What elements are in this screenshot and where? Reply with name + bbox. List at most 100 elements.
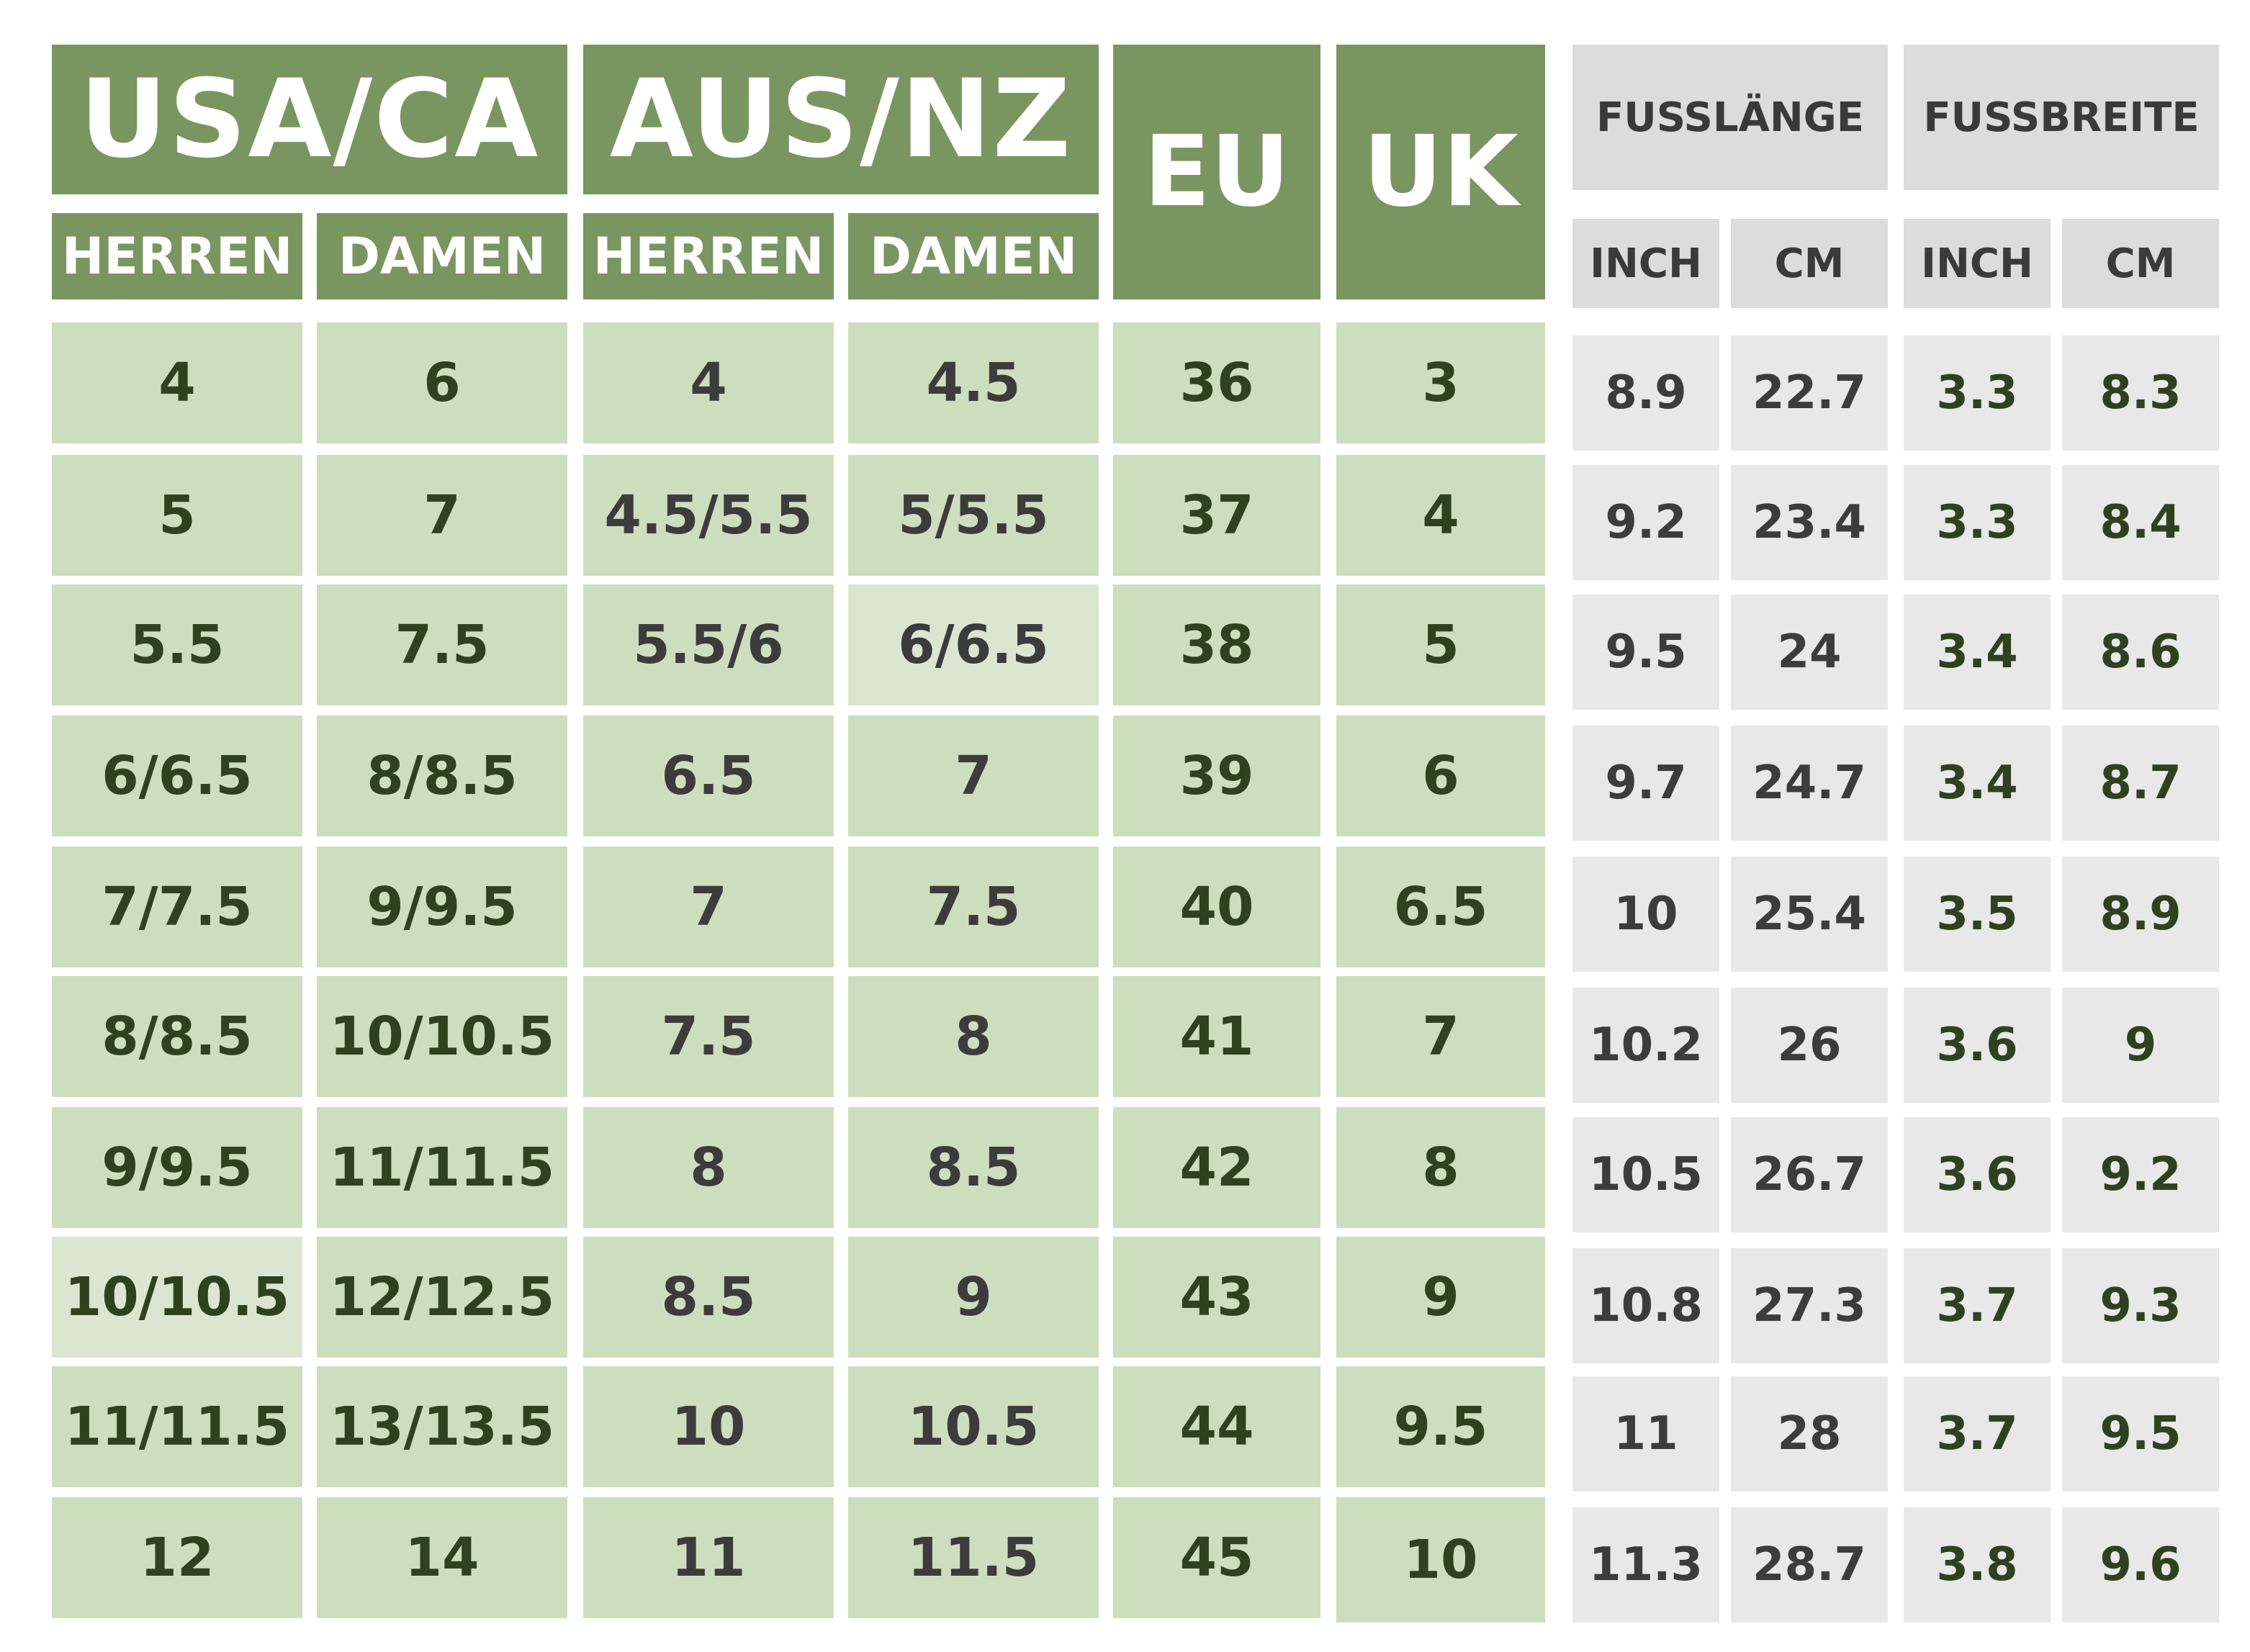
header-usa-damen: DAMEN [317, 213, 567, 299]
cell-eu: 43 [1113, 1237, 1320, 1358]
cell-aus-damen: 6/6.5 [848, 584, 1099, 705]
cell-length-cm: 26 [1731, 988, 1888, 1103]
cell-length-cm: 28 [1731, 1376, 1888, 1491]
cell-width-cm: 9 [2062, 988, 2219, 1103]
cell-width-inch: 3.8 [1904, 1507, 2051, 1622]
cell-usa-herren: 5.5 [52, 584, 302, 705]
cell-aus-herren: 10 [583, 1366, 834, 1487]
cell-width-cm: 9.3 [2062, 1248, 2219, 1363]
cell-eu: 39 [1113, 716, 1320, 836]
cell-usa-herren: 10/10.5 [52, 1237, 302, 1358]
cell-aus-herren: 11 [583, 1497, 834, 1618]
cell-aus-damen: 9 [848, 1237, 1099, 1358]
cell-width-inch: 3.3 [1904, 465, 2051, 580]
cell-aus-damen: 7 [848, 716, 1099, 836]
cell-width-cm: 8.6 [2062, 595, 2219, 710]
cell-width-cm: 9.2 [2062, 1117, 2219, 1232]
header-fusslaenge: FUSSLÄNGE [1572, 45, 1888, 190]
cell-usa-damen: 10/10.5 [317, 976, 567, 1097]
cell-usa-herren: 4 [52, 322, 302, 443]
cell-usa-damen: 13/13.5 [317, 1366, 567, 1487]
cell-length-inch: 8.9 [1572, 335, 1719, 451]
cell-uk: 6.5 [1336, 847, 1545, 967]
cell-uk: 10 [1336, 1497, 1545, 1622]
cell-width-inch: 3.6 [1904, 1117, 2051, 1232]
header-length-inch: INCH [1572, 219, 1719, 308]
header-usa-ca: USA/CA [52, 45, 567, 194]
cell-usa-herren: 12 [52, 1497, 302, 1618]
cell-aus-damen: 7.5 [848, 847, 1099, 967]
cell-aus-herren: 4.5/5.5 [583, 455, 834, 576]
cell-usa-herren: 5 [52, 455, 302, 576]
cell-length-cm: 28.7 [1731, 1507, 1888, 1622]
cell-eu: 40 [1113, 847, 1320, 967]
cell-aus-herren: 8.5 [583, 1237, 834, 1358]
cell-width-inch: 3.4 [1904, 726, 2051, 841]
cell-uk: 3 [1336, 322, 1545, 443]
cell-length-inch: 10 [1572, 857, 1719, 972]
header-width-inch: INCH [1904, 219, 2051, 308]
cell-width-inch: 3.3 [1904, 335, 2051, 451]
cell-width-cm: 8.4 [2062, 465, 2219, 580]
cell-length-cm: 24.7 [1731, 726, 1888, 841]
cell-aus-herren: 5.5/6 [583, 584, 834, 705]
cell-usa-herren: 6/6.5 [52, 716, 302, 836]
cell-usa-damen: 9/9.5 [317, 847, 567, 967]
header-length-cm: CM [1731, 219, 1888, 308]
cell-aus-herren: 8 [583, 1107, 834, 1228]
cell-aus-damen: 8 [848, 976, 1099, 1097]
header-aus-nz: AUS/NZ [583, 45, 1099, 194]
cell-length-inch: 11.3 [1572, 1507, 1719, 1622]
cell-eu: 36 [1113, 322, 1320, 443]
cell-eu: 38 [1113, 584, 1320, 705]
cell-width-cm: 9.6 [2062, 1507, 2219, 1622]
cell-length-cm: 24 [1731, 595, 1888, 710]
header-usa-herren: HERREN [52, 213, 302, 299]
cell-eu: 42 [1113, 1107, 1320, 1228]
cell-width-inch: 3.4 [1904, 595, 2051, 710]
cell-width-cm: 8.9 [2062, 857, 2219, 972]
cell-usa-herren: 11/11.5 [52, 1366, 302, 1487]
header-uk: UK [1336, 45, 1545, 299]
cell-length-cm: 25.4 [1731, 857, 1888, 972]
cell-usa-damen: 12/12.5 [317, 1237, 567, 1358]
cell-width-inch: 3.5 [1904, 857, 2051, 972]
cell-length-inch: 9.7 [1572, 726, 1719, 841]
cell-uk: 9.5 [1336, 1366, 1545, 1487]
cell-length-cm: 26.7 [1731, 1117, 1888, 1232]
cell-length-inch: 9.5 [1572, 595, 1719, 710]
cell-eu: 41 [1113, 976, 1320, 1097]
cell-width-cm: 8.3 [2062, 335, 2219, 451]
cell-uk: 9 [1336, 1237, 1545, 1358]
cell-aus-herren: 6.5 [583, 716, 834, 836]
cell-usa-herren: 9/9.5 [52, 1107, 302, 1228]
cell-eu: 44 [1113, 1366, 1320, 1487]
cell-uk: 7 [1336, 976, 1545, 1097]
cell-usa-damen: 7 [317, 455, 567, 576]
cell-uk: 5 [1336, 584, 1545, 705]
cell-width-inch: 3.7 [1904, 1248, 2051, 1363]
header-width-cm: CM [2062, 219, 2219, 308]
cell-length-inch: 11 [1572, 1376, 1719, 1491]
header-aus-herren: HERREN [583, 213, 834, 299]
cell-aus-damen: 4.5 [848, 322, 1099, 443]
cell-length-inch: 10.5 [1572, 1117, 1719, 1232]
header-aus-damen: DAMEN [848, 213, 1099, 299]
cell-width-cm: 8.7 [2062, 726, 2219, 841]
cell-usa-damen: 14 [317, 1497, 567, 1618]
cell-aus-damen: 11.5 [848, 1497, 1099, 1618]
cell-length-inch: 10.2 [1572, 988, 1719, 1103]
cell-uk: 8 [1336, 1107, 1545, 1228]
cell-width-cm: 9.5 [2062, 1376, 2219, 1491]
header-fussbreite: FUSSBREITE [1904, 45, 2219, 190]
cell-width-inch: 3.6 [1904, 988, 2051, 1103]
cell-usa-damen: 6 [317, 322, 567, 443]
cell-length-inch: 9.2 [1572, 465, 1719, 580]
cell-aus-herren: 4 [583, 322, 834, 443]
cell-length-inch: 10.8 [1572, 1248, 1719, 1363]
cell-aus-damen: 10.5 [848, 1366, 1099, 1487]
cell-aus-herren: 7.5 [583, 976, 834, 1097]
cell-usa-damen: 11/11.5 [317, 1107, 567, 1228]
cell-usa-herren: 8/8.5 [52, 976, 302, 1097]
cell-uk: 6 [1336, 716, 1545, 836]
